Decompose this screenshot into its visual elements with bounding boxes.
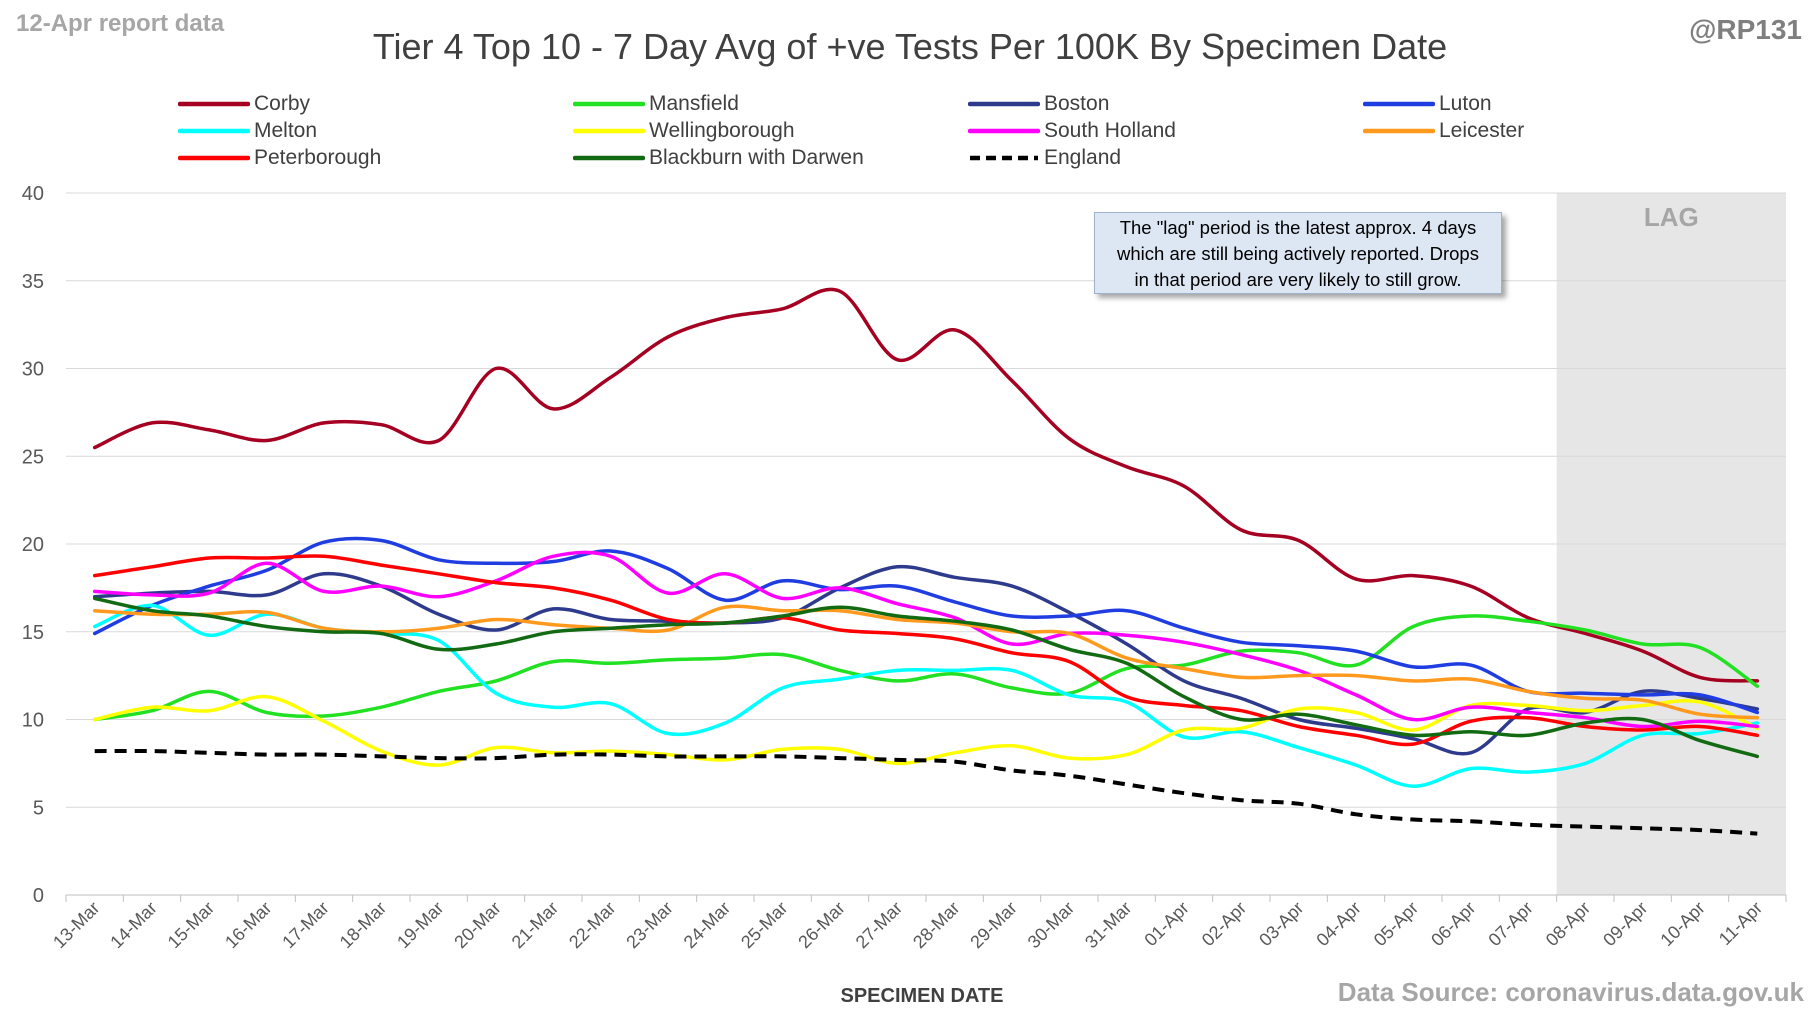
legend-label: Blackburn with Darwen	[649, 146, 864, 169]
x-tick-label: 26-Mar	[794, 898, 848, 952]
y-tick-label: 5	[33, 797, 44, 819]
x-tick-label: 25-Mar	[737, 898, 791, 952]
legend-label: Wellingborough	[649, 119, 795, 142]
y-tick-label: 0	[33, 885, 44, 907]
series-line-england	[94, 748, 1758, 836]
data-source-label: Data Source: coronavirus.data.gov.uk	[1337, 977, 1804, 1007]
lag-note-line-2: which are still being actively reported.…	[1117, 243, 1479, 264]
legend-label: Mansfield	[649, 92, 739, 115]
x-tick-label: 22-Mar	[565, 898, 619, 952]
x-tick-label: 09-Apr	[1599, 898, 1651, 950]
y-tick-label: 25	[22, 446, 44, 468]
legend-swatch	[1363, 101, 1435, 107]
report-date-label: 12-Apr report data	[16, 10, 225, 37]
y-tick-label: 30	[22, 359, 44, 381]
lag-note-line-1: The "lag" period is the latest approx. 4…	[1119, 217, 1477, 238]
x-tick-label: 04-Apr	[1312, 898, 1364, 950]
series-line-peterborough	[92, 554, 1760, 747]
series-line-leicester	[92, 604, 1760, 720]
legend-swatch	[968, 128, 1040, 134]
x-tick-label: 07-Apr	[1484, 898, 1536, 950]
legend-item-mansfield: Mansfield	[573, 91, 739, 117]
x-tick-label: 30-Mar	[1024, 898, 1078, 952]
legend-swatch	[178, 155, 250, 161]
x-tick-label: 14-Mar	[106, 898, 160, 952]
series-line-blackburn-with-darwen	[92, 596, 1760, 759]
x-tick-label: 19-Mar	[393, 898, 447, 952]
legend-swatch	[178, 101, 250, 107]
y-tick-label: 40	[22, 183, 44, 205]
lag-region-label: LAG	[1644, 202, 1699, 232]
legend-swatch	[968, 101, 1040, 107]
legend-label: Boston	[1044, 92, 1110, 115]
x-tick-label: 08-Apr	[1542, 898, 1594, 950]
x-tick-label: 31-Mar	[1081, 898, 1135, 952]
legend-swatch	[178, 128, 250, 134]
x-tick-label: 03-Apr	[1255, 898, 1307, 950]
legend-label: Melton	[254, 119, 318, 142]
y-tick-label: 20	[22, 534, 44, 556]
legend-item-melton: Melton	[178, 118, 317, 144]
lag-note-line-3: in that period are very likely to still …	[1134, 269, 1462, 290]
x-tick-label: 24-Mar	[680, 898, 734, 952]
x-tick-label: 17-Mar	[278, 898, 332, 952]
legend-swatch	[970, 155, 1038, 161]
x-tick-label: 13-Mar	[49, 898, 103, 952]
legend-label: Luton	[1439, 92, 1492, 115]
legend-swatch	[573, 155, 645, 161]
legend-item-blackburn-with-darwen: Blackburn with Darwen	[573, 145, 864, 171]
author-handle: @RP131	[1689, 14, 1802, 45]
legend-label: South Holland	[1044, 119, 1176, 142]
legend-swatch	[1363, 128, 1435, 134]
chart-title: Tier 4 Top 10 - 7 Day Avg of +ve Tests P…	[372, 26, 1448, 67]
x-tick-label: 01-Apr	[1140, 898, 1192, 950]
x-tick-label: 06-Apr	[1427, 898, 1479, 950]
legend-label: Corby	[254, 92, 311, 115]
legend-label: Leicester	[1439, 119, 1525, 142]
legend-item-corby: Corby	[178, 91, 310, 117]
legend-item-wellingborough: Wellingborough	[573, 118, 795, 144]
series-line-luton	[92, 536, 1760, 715]
x-tick-label: 18-Mar	[336, 898, 390, 952]
lag-note-box: The "lag" period is the latest approx. 4…	[1094, 212, 1502, 294]
legend-item-luton: Luton	[1363, 91, 1492, 117]
x-tick-label: 02-Apr	[1198, 898, 1250, 950]
x-tick-label: 21-Mar	[508, 898, 562, 952]
legend-label: England	[1044, 146, 1122, 169]
legend-item-england: England	[968, 145, 1121, 171]
y-tick-label: 15	[22, 622, 44, 644]
y-tick-label: 10	[22, 710, 44, 732]
y-tick-label: 35	[22, 271, 44, 293]
legend-swatch	[573, 101, 645, 107]
x-tick-label: 23-Mar	[622, 898, 676, 952]
x-tick-label: 11-Apr	[1715, 898, 1766, 949]
x-tick-label: 10-Apr	[1656, 898, 1708, 950]
series-line-corby	[92, 287, 1760, 683]
legend-swatch	[573, 128, 645, 134]
legend-label: Peterborough	[254, 146, 382, 169]
series-line-south-holland	[92, 550, 1760, 729]
series-line-mansfield	[92, 614, 1760, 722]
x-tick-label: 29-Mar	[966, 898, 1020, 952]
legend-item-leicester: Leicester	[1363, 118, 1524, 144]
x-tick-label: 27-Mar	[852, 898, 906, 952]
x-axis-title: SPECIMEN DATE	[841, 985, 1004, 1007]
legend-item-peterborough: Peterborough	[178, 145, 381, 171]
legend-item-south-holland: South Holland	[968, 118, 1176, 144]
x-tick-label: 28-Mar	[909, 898, 963, 952]
x-tick-label: 05-Apr	[1370, 898, 1422, 950]
x-tick-label: 15-Mar	[164, 898, 218, 952]
x-tick-label: 16-Mar	[221, 898, 275, 952]
x-tick-label: 20-Mar	[450, 898, 504, 952]
legend-item-boston: Boston	[968, 91, 1109, 117]
